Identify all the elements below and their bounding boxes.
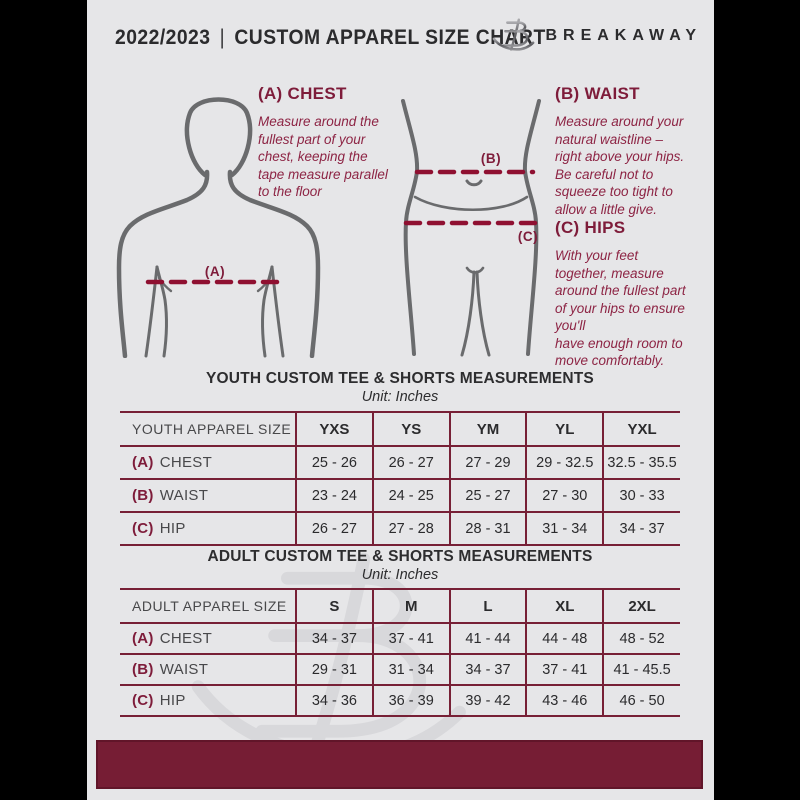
row-key: (C)	[132, 692, 154, 709]
cell-value: 41 - 45.5	[602, 654, 680, 686]
row-name: WAIST	[159, 487, 209, 504]
row-label: (B) WAIST	[120, 654, 296, 686]
document-page: 2022/2023 | CUSTOM APPAREL SIZE CHART BREA…	[87, 0, 714, 800]
row-label: (A) CHEST	[120, 623, 296, 655]
title-text: CUSTOM APPAREL SIZE CHART	[234, 26, 546, 49]
cell-value: 25 - 26	[295, 446, 373, 480]
cell-value: 34 - 37	[602, 512, 680, 546]
hips-figure-label: (C)	[518, 229, 538, 244]
hips-heading: (C) HIPS	[555, 218, 626, 237]
waist-instruction: (B) WAIST Measure around your natural wa…	[555, 84, 707, 218]
cell-value: 31 - 34	[371, 654, 450, 686]
torso-figure: (A)	[116, 97, 321, 358]
cell-value: 39 - 42	[448, 685, 527, 717]
cell-value: 36 - 39	[371, 685, 450, 717]
footer-accent-bar	[96, 740, 703, 789]
youth-section: YOUTH CUSTOM TEE & SHORTS MEASUREMENTS U…	[120, 370, 680, 546]
table-row: (B) WAIST 23 - 24 24 - 25 25 - 27 27 - 30…	[120, 479, 680, 513]
waist-heading: (B) WAIST	[555, 84, 640, 103]
row-key: (A)	[132, 454, 154, 471]
hips-body: With your feet together, measure around …	[555, 248, 686, 369]
cell-value: 41 - 44	[448, 623, 527, 655]
cell-value: 34 - 36	[295, 685, 373, 717]
size-header: YL	[525, 411, 604, 447]
page-title: 2022/2023 | CUSTOM APPAREL SIZE CHART	[115, 26, 546, 50]
cell-value: 25 - 27	[448, 479, 527, 513]
cell-value: 27 - 29	[448, 446, 527, 480]
table-row: (C) HIP 26 - 27 27 - 28 28 - 31 31 - 34 3…	[120, 512, 680, 546]
youth-size-col-header: YOUTH APPAREL SIZE	[120, 411, 296, 447]
row-label: (C) HIP	[120, 685, 296, 717]
adult-size-col-header: ADULT APPAREL SIZE	[120, 588, 296, 624]
row-key: (A)	[132, 630, 154, 647]
table-header-row: YOUTH APPAREL SIZE YXS YS YM YL YXL	[120, 411, 680, 447]
chest-body: Measure around the fullest part of your …	[258, 114, 388, 200]
row-key: (B)	[132, 487, 154, 504]
cell-value: 29 - 32.5	[525, 446, 604, 480]
chest-heading: (A) CHEST	[258, 84, 347, 103]
cell-value: 48 - 52	[602, 623, 680, 655]
cell-value: 27 - 28	[371, 512, 450, 546]
cell-value: 30 - 33	[602, 479, 680, 513]
row-label: (C) HIP	[120, 512, 296, 546]
table-row: (A) CHEST 34 - 37 37 - 41 41 - 44 44 - 48…	[120, 623, 680, 655]
cell-value: 34 - 37	[295, 623, 373, 655]
adult-table-unit: Unit: Inches	[361, 567, 439, 583]
chest-figure-label: (A)	[205, 264, 225, 279]
size-header: S	[295, 588, 373, 624]
cell-value: 46 - 50	[602, 685, 680, 717]
table-row: (B) WAIST 29 - 31 31 - 34 34 - 37 37 - 41…	[120, 654, 680, 686]
adult-size-table: ADULT APPAREL SIZE S M L XL 2XL (A) CHEST…	[120, 588, 680, 717]
row-name: WAIST	[159, 661, 209, 678]
breakaway-logo-icon	[493, 18, 535, 51]
size-header: M	[371, 588, 450, 624]
cell-value: 34 - 37	[448, 654, 527, 686]
table-row: (A) CHEST 25 - 26 26 - 27 27 - 29 29 - 32…	[120, 446, 680, 480]
cell-value: 24 - 25	[371, 479, 450, 513]
row-name: CHEST	[159, 454, 213, 471]
cell-value: 44 - 48	[525, 623, 604, 655]
size-header: YS	[371, 411, 450, 447]
row-key: (C)	[132, 520, 154, 537]
row-name: HIP	[159, 692, 186, 709]
adult-section: ADULT CUSTOM TEE & SHORTS MEASUREMENTS U…	[120, 548, 680, 717]
brand-name: BREAKAWAY	[545, 27, 702, 44]
cell-value: 27 - 30	[525, 479, 604, 513]
table-header-row: ADULT APPAREL SIZE S M L XL 2XL	[120, 588, 680, 624]
row-label: (A) CHEST	[120, 446, 296, 480]
row-name: HIP	[159, 520, 186, 537]
size-header: YM	[448, 411, 527, 447]
youth-table-title: YOUTH CUSTOM TEE & SHORTS MEASUREMENTS	[206, 370, 594, 387]
size-header: XL	[525, 588, 604, 624]
youth-table-unit: Unit: Inches	[361, 389, 439, 405]
waist-body: Measure around your natural waistline – …	[555, 114, 685, 217]
cell-value: 37 - 41	[371, 623, 450, 655]
title-separator: |	[219, 26, 226, 49]
hips-instruction: (C) HIPS With your feet together, measur…	[555, 218, 713, 370]
waist-figure-label: (B)	[481, 151, 501, 166]
brand-logo: BREAKAWAY	[492, 16, 702, 56]
cell-value: 23 - 24	[295, 479, 373, 513]
youth-size-table: YOUTH APPAREL SIZE YXS YS YM YL YXL (A) C…	[120, 411, 680, 546]
adult-table-title: ADULT CUSTOM TEE & SHORTS MEASUREMENTS	[207, 548, 593, 565]
lower-body-figure: (B) (C)	[401, 99, 547, 357]
cell-value: 31 - 34	[525, 512, 604, 546]
size-header: L	[448, 588, 527, 624]
cell-value: 26 - 27	[371, 446, 450, 480]
cell-value: 26 - 27	[295, 512, 373, 546]
title-year: 2022/2023	[115, 26, 211, 49]
row-key: (B)	[132, 661, 154, 678]
cell-value: 43 - 46	[525, 685, 604, 717]
cell-value: 32.5 - 35.5	[602, 446, 680, 480]
cell-value: 29 - 31	[295, 654, 373, 686]
size-header: YXL	[602, 411, 680, 447]
chest-instruction: (A) CHEST Measure around the fullest par…	[258, 84, 404, 201]
row-label: (B) WAIST	[120, 479, 296, 513]
size-header: YXS	[295, 411, 373, 447]
cell-value: 37 - 41	[525, 654, 604, 686]
cell-value: 28 - 31	[448, 512, 527, 546]
size-header: 2XL	[602, 588, 680, 624]
table-row: (C) HIP 34 - 36 36 - 39 39 - 42 43 - 46 4…	[120, 685, 680, 717]
row-name: CHEST	[159, 630, 213, 647]
